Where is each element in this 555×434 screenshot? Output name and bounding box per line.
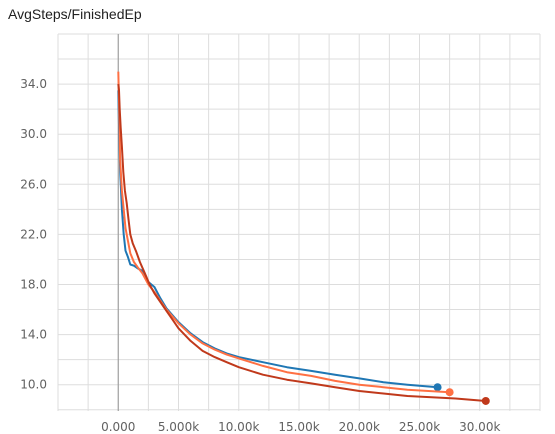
grid-layer [57, 33, 541, 411]
y-tick-label: 26.0 [20, 177, 47, 191]
y-tick-label: 18.0 [20, 277, 47, 291]
series-line-3 [117, 83, 486, 402]
y-tick-label: 22.0 [20, 227, 47, 241]
x-tick-label: 0.000 [101, 420, 135, 434]
x-tick-label: 25.00k [399, 420, 440, 434]
x-tick-label: 30.00k [459, 420, 500, 434]
series-end-marker-2 [445, 388, 454, 397]
tick-label-layer: 0.000 5.000k 10.00k 15.00k 20.00k 25.00k 30.00… [20, 77, 500, 434]
x-tick-label: 5.000k [158, 420, 199, 434]
series-layer [117, 71, 490, 405]
x-tick-label: 20.00k [339, 420, 380, 434]
y-tick-label: 10.0 [20, 378, 47, 392]
x-tick-label: 15.00k [278, 420, 319, 434]
y-tick-label: 34.0 [20, 77, 47, 91]
series-end-marker-3 [481, 396, 490, 405]
series-line-2 [117, 71, 450, 394]
y-tick-label: 30.0 [20, 127, 47, 141]
y-tick-label: 14.0 [20, 328, 47, 342]
chart-title: AvgSteps/FinishedEp [8, 6, 142, 22]
x-tick-label: 10.00k [218, 420, 259, 434]
series-end-marker-1 [433, 383, 442, 392]
